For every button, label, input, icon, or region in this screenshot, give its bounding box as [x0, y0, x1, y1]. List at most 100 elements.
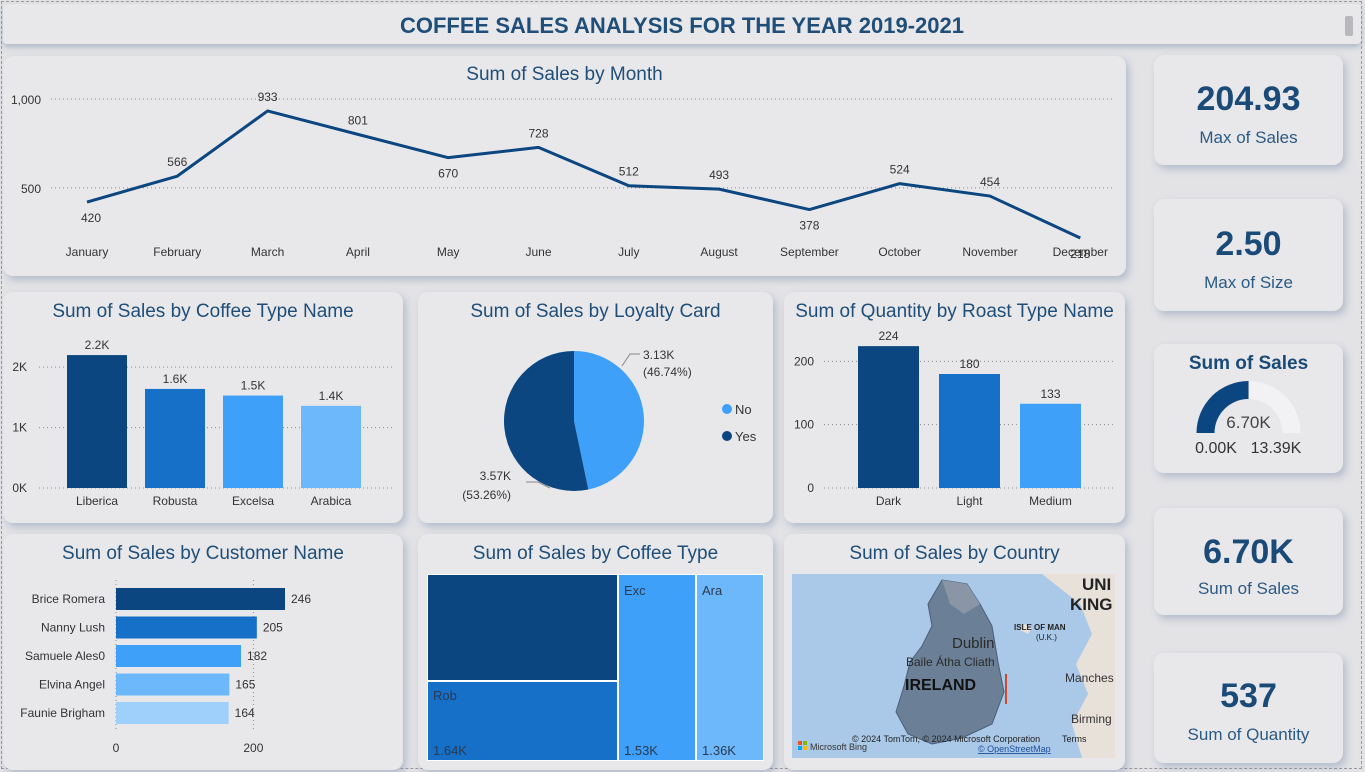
x-tick-label: July [618, 245, 639, 259]
y-tick-label: 500 [21, 182, 41, 196]
scroll-handle[interactable] [1345, 16, 1353, 36]
data-label: 3.57K [480, 469, 511, 483]
birmingham-label: Birming [1071, 712, 1112, 726]
bar-dark [858, 346, 919, 488]
kpi-value: 6.70K [1203, 533, 1294, 571]
x-tick-label: Medium [1029, 494, 1072, 508]
treemap-tile-robusta[interactable]: Rob 1.64K [427, 681, 618, 761]
isle-of-man-label: ISLE OF MAN [1014, 623, 1066, 632]
legend-label: Yes [735, 429, 757, 444]
x-tick-label: June [525, 245, 551, 259]
gauge-sum-sales-card[interactable]: Sum of Sales 6.70K 0.00K 13.39K [1154, 344, 1343, 473]
kpi-sum-sales[interactable]: 6.70K Sum of Sales [1154, 508, 1343, 615]
kpi-max-size[interactable]: 2.50 Max of Size [1154, 199, 1343, 311]
x-tick-label: February [153, 245, 201, 259]
baile-label: Baile Átha Cliath [906, 654, 995, 669]
chart-title: Sum of Sales by Coffee Type [472, 543, 719, 564]
y-tick-label: 100 [794, 418, 814, 432]
kpi-value: 204.93 [1196, 80, 1301, 118]
northern-ireland-land [942, 580, 980, 614]
x-tick-label: 0 [113, 741, 120, 755]
y-tick-label: Nanny Lush [41, 621, 105, 635]
legend-marker [722, 431, 732, 441]
data-label: 218 [1070, 247, 1090, 261]
sales-by-loyalty-card-card[interactable]: Sum of Sales by Loyalty Card 3.13K (46.74… [418, 292, 773, 523]
gauge-min: 0.00K [1195, 440, 1237, 457]
data-label: 165 [235, 678, 255, 692]
bar-excelsa [223, 395, 283, 488]
chart-title: Sum of Sales by Customer Name [62, 543, 344, 564]
data-label: 205 [263, 621, 283, 635]
data-label: 728 [528, 126, 548, 140]
isle-of-man-land [1020, 624, 1032, 634]
x-tick-label: March [251, 245, 284, 259]
data-label: 3.13K [643, 348, 674, 362]
sales-by-month-card[interactable]: Sum of Sales by Month 500 1,000 420 January… [3, 56, 1126, 276]
data-label: 1.4K [319, 389, 344, 403]
ireland-land [895, 579, 1005, 745]
y-tick-label: 2K [12, 360, 27, 374]
kpi-label: Sum of Quantity [1187, 725, 1310, 744]
chart-title: Sum of Sales by Loyalty Card [470, 301, 721, 322]
y-tick-label: Samuele Ales0 [25, 649, 105, 663]
ms-logo-icon-2 [803, 741, 807, 745]
ms-logo-icon-4 [803, 746, 807, 750]
tile-name: Ara [702, 583, 723, 598]
x-tick-label: August [700, 245, 738, 259]
kpi-value: 537 [1220, 677, 1277, 715]
treemap-tile-arabica[interactable]: Ara 1.36K [696, 574, 764, 761]
quantity-by-roast-card[interactable]: Sum of Quantity by Roast Type Name 0 100 2… [784, 292, 1125, 523]
legend-marker [722, 404, 732, 414]
sales-by-loyalty-card-chart: 3.13K (46.74%) 3.57K (53.26%) No Yes [462, 348, 757, 502]
sales-by-coffee-type-card[interactable]: Sum of Sales by Coffee Type Rob 1.64K Ex… [418, 534, 773, 770]
kpi-value: 2.50 [1215, 225, 1282, 263]
sales-by-country-card[interactable]: Sum of Sales by Country UNI KING ISLE OF… [784, 534, 1125, 770]
chart-title: Sum of Sales by Month [466, 64, 663, 85]
page-title: COFFEE SALES ANALYSIS FOR THE YEAR 2019-… [399, 13, 965, 38]
kpi-label: Max of Sales [1199, 128, 1298, 147]
data-label-pct: (46.74%) [643, 365, 692, 379]
y-tick-label: Brice Romera [32, 592, 106, 606]
data-label: 493 [709, 168, 729, 182]
x-tick-label: April [346, 245, 370, 259]
bar-light [939, 374, 1000, 488]
osm-link[interactable]: © OpenStreetMap [978, 744, 1051, 754]
data-label: 512 [619, 165, 639, 179]
leader-line [621, 353, 640, 367]
treemap-tile-excelsa[interactable]: Exc 1.53K [618, 574, 696, 761]
bar-medium [1020, 403, 1081, 488]
x-tick-label: December [1053, 245, 1108, 259]
sales-by-customer-card[interactable]: Sum of Sales by Customer Name 0 200 Brice … [3, 534, 403, 770]
data-label: 801 [348, 113, 368, 127]
data-label: 246 [291, 592, 311, 606]
sales-by-month-chart: 500 1,000 420 January 566 February 933 March 801… [11, 90, 1115, 261]
x-tick-label: September [780, 245, 839, 259]
map-attribution: © 2024 TomTom, © 2024 Microsoft Corporat… [852, 734, 1040, 744]
pie-slice-yes [503, 351, 589, 491]
bar-robusta [145, 388, 205, 488]
quantity-by-roast-chart: 0 100 200 224 Dark 180 Light 133 Medium [794, 329, 1114, 508]
data-label: 933 [258, 90, 278, 104]
map-terms-link[interactable]: Terms [1062, 734, 1087, 744]
kpi-max-sales[interactable]: 204.93 Max of Sales [1154, 55, 1343, 165]
treemap-tile-liberica[interactable] [427, 574, 618, 681]
data-label: 1.5K [241, 379, 266, 393]
bar-customer [116, 588, 285, 610]
data-label: 224 [878, 329, 898, 343]
kpi-label: Max of Size [1204, 273, 1293, 292]
map-graphic: UNI KING ISLE OF MAN (U.K.) Dublin Baile… [798, 574, 1115, 758]
sales-by-coffee-type-name-card[interactable]: Sum of Sales by Coffee Type Name 0K 1K 2K 2… [3, 292, 403, 523]
header-bar: COFFEE SALES ANALYSIS FOR THE YEAR 2019-… [3, 4, 1361, 44]
legend-label: No [735, 402, 752, 417]
chart-title: Sum of Quantity by Roast Type Name [795, 301, 1114, 322]
country-map[interactable]: UNI KING ISLE OF MAN (U.K.) Dublin Baile… [792, 574, 1115, 758]
data-label: 182 [247, 649, 267, 663]
y-tick-label: 1,000 [11, 93, 41, 107]
bar-liberica [67, 355, 127, 488]
ireland-label: IRELAND [905, 677, 976, 694]
bar-customer [116, 702, 229, 724]
gauge-chart: 6.70K 0.00K 13.39K [1195, 381, 1302, 457]
x-tick-label: Excelsa [232, 494, 274, 508]
kpi-sum-quantity[interactable]: 537 Sum of Quantity [1154, 653, 1343, 763]
x-tick-label: Liberica [76, 494, 118, 508]
